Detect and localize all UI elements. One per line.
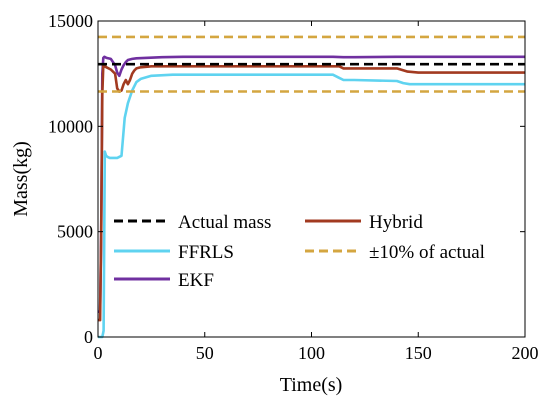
series-line-hybrid [98,63,525,322]
tick-layer: 0 50 100 150 200 0 5000 10000 15000 [48,11,539,363]
x-tick-label: 0 [94,343,103,363]
series-line-ffrls [98,73,525,339]
legend: Actual mass FFRLS EKF Hybrid ±10% of act… [114,212,485,291]
y-tick-label: 15000 [48,11,93,31]
legend-label-ekf: EKF [178,270,214,291]
x-tick-label: 100 [298,343,325,363]
series-line-ekf [98,55,525,314]
legend-label-actual-mass: Actual mass [178,212,271,233]
legend-entry-ffrls: FFRLS [114,242,234,263]
legend-entry-ekf: EKF [114,270,214,291]
legend-label-hybrid: Hybrid [369,212,423,233]
legend-entry-ten-percent: ±10% of actual [305,242,485,263]
x-tick-label: 50 [196,343,214,363]
legend-label-ten-percent: ±10% of actual [369,242,485,263]
x-tick-label: 200 [512,343,539,363]
x-tick-label: 150 [405,343,432,363]
legend-label-ffrls: FFRLS [178,242,234,263]
y-axis-label: Mass(kg) [10,141,32,217]
y-tick-label: 10000 [48,116,93,136]
plot-background [98,21,525,337]
legend-entry-hybrid: Hybrid [305,212,423,233]
series-layer [98,35,525,339]
y-tick-label: 5000 [57,222,93,242]
legend-entry-actual-mass: Actual mass [114,212,271,233]
x-axis-label: Time(s) [280,374,343,396]
y-tick-label: 0 [84,327,93,347]
